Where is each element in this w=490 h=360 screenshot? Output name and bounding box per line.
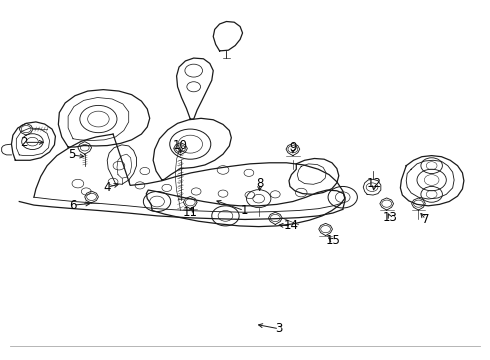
Text: 3: 3 [275,322,283,335]
Text: 1: 1 [240,204,248,217]
Text: 15: 15 [325,234,341,247]
Text: 5: 5 [68,148,75,161]
Text: 11: 11 [183,206,198,219]
Text: 13: 13 [383,211,397,224]
Text: 14: 14 [284,219,299,233]
Text: 9: 9 [289,141,296,154]
Text: 12: 12 [367,177,382,190]
Text: 2: 2 [21,136,28,149]
Text: 4: 4 [103,181,111,194]
Text: 6: 6 [69,199,77,212]
Text: 7: 7 [422,213,430,226]
Text: 10: 10 [173,139,188,152]
Text: 8: 8 [256,177,263,190]
